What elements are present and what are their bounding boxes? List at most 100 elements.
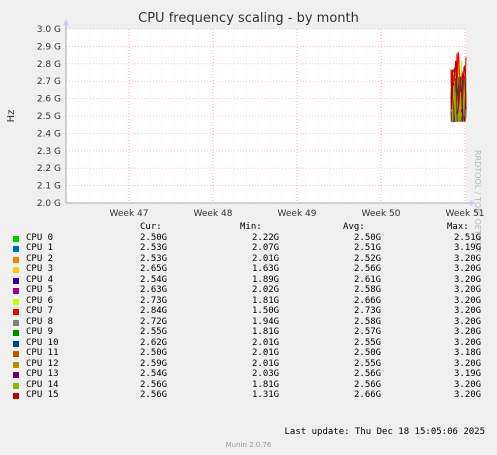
y-tick-label: 2.9 G [37,42,61,52]
x-tick-label: Week 51 [446,209,485,219]
legend-max: 3.20G [454,285,482,295]
legend-series-name: CPU 6 [26,295,54,306]
legend-series-name: CPU 13 [26,369,59,379]
legend-max: 3.20G [454,295,482,306]
y-axis-arrow [63,19,69,25]
legend-min: 2.03G [252,369,280,379]
legend-min: 2.07G [252,243,280,253]
legend-swatch [13,246,19,252]
col-avg-header: Avg: [343,222,365,232]
legend-max: 3.20G [454,264,482,274]
legend-series-name: CPU 1 [26,243,54,253]
y-tick-label: 2.8 G [37,60,61,70]
x-tick-label: Week 47 [110,209,149,219]
legend-swatch [13,256,19,263]
legend: Cur: Min: Avg: Max: CPU 0 2.50G 2.22G 2.50G… [12,222,485,401]
col-min-header: Min: [240,222,262,232]
legend-swatch [13,235,19,242]
legend-avg: 2.56G [354,379,382,390]
legend-swatch [13,382,19,389]
legend-row: CPU 3 2.65G 1.63G 2.56G 3.20G [12,264,485,275]
legend-avg: 2.50G [354,232,382,243]
legend-min: 1.63G [252,264,280,274]
col-max-header: Max: [447,222,469,232]
legend-min: 1.81G [252,327,280,337]
legend-row: CPU 11 2.50G 2.01G 2.50G 3.18G [12,348,485,359]
legend-avg: 2.51G [354,243,382,253]
legend-cur: 2.56G [140,390,168,400]
legend-row: CPU 2 2.53G 2.01G 2.52G 3.20G [12,254,485,265]
series-line-cpu-14 [450,79,467,122]
legend-series-name: CPU 2 [26,253,54,264]
y-tick-label: 2.5 G [37,112,61,122]
legend-row: CPU 12 2.59G 2.01G 2.55G 3.20G [12,359,485,370]
legend-cur: 2.84G [140,306,168,316]
legend-swatch [13,319,19,326]
y-tick-label: 2.3 G [37,147,61,157]
legend-min: 2.22G [252,232,280,243]
legend-series-name: CPU 5 [26,285,54,295]
legend-swatch [13,298,19,305]
legend-max: 3.20G [454,390,482,400]
x-tick-label: Week 48 [194,209,233,219]
legend-row: CPU 6 2.73G 1.81G 2.66G 3.20G [12,296,485,307]
legend-swatch [13,372,19,378]
legend-series-name: CPU 8 [26,316,54,327]
legend-max: 2.51G [454,232,482,243]
legend-row: CPU 5 2.63G 2.02G 2.58G 3.20G [12,285,485,296]
legend-avg: 2.50G [354,348,382,358]
legend-series-name: CPU 15 [26,390,59,400]
y-tick-label: 3.0 G [37,25,61,35]
legend-max: 3.20G [454,306,482,316]
y-axis-label: Hz [6,110,17,123]
legend-cur: 2.53G [140,253,168,264]
legend-row: CPU 8 2.72G 1.94G 2.58G 3.20G [12,317,485,328]
y-tick-label: 2.4 G [37,129,61,139]
legend-avg: 2.55G [354,358,382,369]
legend-min: 1.81G [252,379,280,390]
legend-cur: 2.72G [140,316,168,327]
legend-min: 2.01G [252,337,280,348]
last-update: Last update: Thu Dec 18 15:05:06 2025 [284,427,485,437]
legend-avg: 2.66G [354,390,382,400]
legend-avg: 2.52G [354,253,382,264]
legend-row: CPU 0 2.50G 2.22G 2.50G 2.51G [12,233,485,244]
chart-plot: 2.0 G 2.1 G 2.2 G 2.3 G 2.4 G 2.5 G 2.6 G 2.7 G… [6,19,485,219]
legend-max: 3.18G [454,348,482,358]
legend-swatch [13,340,19,347]
legend-min: 1.31G [252,390,280,400]
legend-cur: 2.53G [140,243,168,253]
legend-header: Cur: Min: Avg: Max: [12,222,485,233]
x-axis-arrow [470,200,476,206]
legend-swatch [13,351,19,357]
legend-cur: 2.50G [140,232,168,243]
legend-swatch [13,309,19,315]
x-tick-label: Week 50 [362,209,401,219]
legend-avg: 2.56G [354,369,382,379]
legend-avg: 2.55G [354,337,382,348]
legend-max: 3.20G [454,274,482,285]
legend-swatch [13,288,19,294]
col-cur-header: Cur: [140,222,162,232]
legend-min: 2.01G [252,348,280,358]
legend-row: CPU 7 2.84G 1.50G 2.73G 3.20G [12,306,485,317]
legend-swatch [13,361,19,368]
legend-avg: 2.58G [354,285,382,295]
legend-max: 3.20G [454,253,482,264]
y-tick-label: 2.1 G [37,182,61,192]
legend-max: 3.19G [454,369,482,379]
legend-series-name: CPU 10 [26,337,59,348]
legend-cur: 2.55G [140,327,168,337]
legend-series-name: CPU 7 [26,306,54,316]
y-tick-label: 2.7 G [37,77,61,87]
legend-row: CPU 13 2.54G 2.03G 2.56G 3.19G [12,369,485,380]
legend-avg: 2.66G [354,295,382,306]
legend-avg: 2.58G [354,316,382,327]
legend-series-name: CPU 12 [26,358,59,369]
legend-series-name: CPU 4 [26,274,54,285]
legend-row: CPU 15 2.56G 1.31G 2.66G 3.20G [12,390,485,401]
series-line-cpu-15 [450,60,467,115]
legend-min: 1.89G [252,274,280,285]
legend-min: 2.02G [252,285,280,295]
legend-max: 3.20G [454,316,482,327]
